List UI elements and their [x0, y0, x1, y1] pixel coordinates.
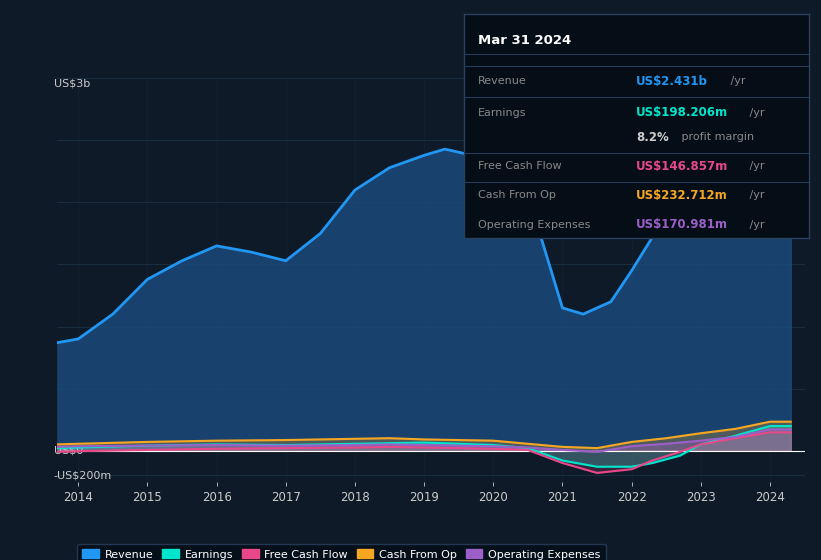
Text: Operating Expenses: Operating Expenses [478, 220, 590, 230]
Text: US$146.857m: US$146.857m [636, 160, 728, 173]
Text: Mar 31 2024: Mar 31 2024 [478, 34, 571, 47]
Text: Earnings: Earnings [478, 108, 526, 118]
Text: Free Cash Flow: Free Cash Flow [478, 161, 562, 171]
Text: /yr: /yr [746, 161, 764, 171]
Text: /yr: /yr [746, 220, 764, 230]
Text: /yr: /yr [746, 190, 764, 200]
Text: Revenue: Revenue [478, 76, 526, 86]
Text: -US$200m: -US$200m [53, 470, 112, 480]
Text: US$232.712m: US$232.712m [636, 189, 728, 202]
Text: 8.2%: 8.2% [636, 130, 669, 144]
Text: profit margin: profit margin [678, 132, 754, 142]
Text: /yr: /yr [746, 108, 764, 118]
Text: Cash From Op: Cash From Op [478, 190, 556, 200]
Text: /yr: /yr [727, 76, 745, 86]
Text: US$0: US$0 [53, 446, 83, 456]
Text: US$170.981m: US$170.981m [636, 218, 728, 231]
Text: US$3b: US$3b [53, 78, 90, 88]
Text: US$198.206m: US$198.206m [636, 106, 728, 119]
Text: US$2.431b: US$2.431b [636, 74, 709, 88]
Legend: Revenue, Earnings, Free Cash Flow, Cash From Op, Operating Expenses: Revenue, Earnings, Free Cash Flow, Cash … [77, 544, 606, 560]
